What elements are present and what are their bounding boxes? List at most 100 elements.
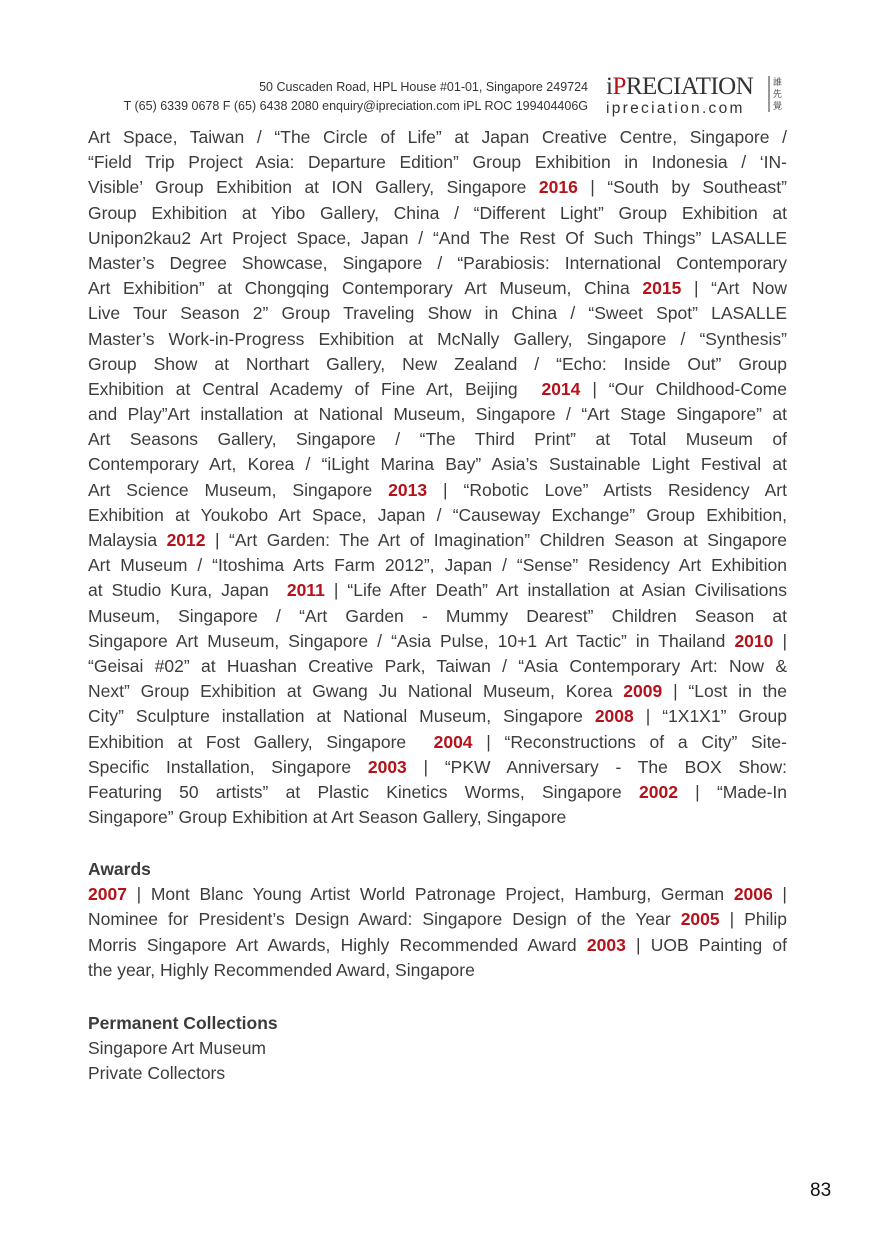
text-segment: Exhibition at Youkobo Art Space, Japan /… <box>88 504 787 525</box>
text-line: Exhibition at Central Academy of Fine Ar… <box>88 377 787 402</box>
text-line: Master’s Work-in-Progress Exhibition at … <box>88 327 787 352</box>
text-segment: Malaysia <box>88 530 167 550</box>
year-highlight: 2009 <box>623 681 663 702</box>
year-highlight: 2004 <box>433 731 473 752</box>
text-segment: Exhibition at Fost Gallery, Singapore <box>88 731 434 752</box>
text-segment: | Philip <box>719 909 787 930</box>
text-segment: | <box>773 630 787 651</box>
text-segment: Singapore Art Museum, Singapore / “Asia … <box>88 630 735 651</box>
text-segment: Art Seasons Gallery, Singapore / “The Th… <box>88 429 787 450</box>
text-segment: Featuring 50 artists” at Plastic Kinetic… <box>88 781 639 802</box>
text-line: “Geisai #02” at Huashan Creative Park, T… <box>88 654 787 679</box>
year-highlight: 2011 <box>286 580 325 601</box>
text-line: “Field Trip Project Asia: Departure Edit… <box>88 150 787 175</box>
year-highlight: 2014 <box>541 378 581 399</box>
text-segment: Next” Group Exhibition at Gwang Ju Natio… <box>88 681 624 702</box>
text-segment: Group Show at Northart Gallery, New Zeal… <box>88 353 787 374</box>
text-line: Group Exhibition at Yibo Gallery, China … <box>88 201 787 226</box>
year-highlight: 2010 <box>734 630 774 651</box>
text-segment: at Studio Kura, Japan <box>88 580 287 601</box>
exhibitions-text: Art Space, Taiwan / “The Circle of Life”… <box>88 125 787 830</box>
text-line: Contemporary Art, Korea / “iLight Marina… <box>88 452 787 477</box>
text-segment: Visible’ Group Exhibition at ION Gallery… <box>88 177 539 198</box>
year-highlight: 2008 <box>594 706 634 727</box>
year-highlight: 2005 <box>680 909 720 930</box>
text-segment: Contemporary Art, Korea / “iLight Marina… <box>88 454 787 475</box>
text-segment: and Play”Art installation at National Mu… <box>88 404 787 425</box>
text-segment: | “Life After Death” Art installation at… <box>324 580 787 601</box>
text-segment: Nominee for President’s Design Award: Si… <box>88 909 681 930</box>
text-line: the year, Highly Recommended Award, Sing… <box>88 958 787 983</box>
text-segment: Morris Singapore Art Awards, Highly Reco… <box>88 934 587 955</box>
text-segment: Specific Installation, Singapore <box>88 756 368 777</box>
text-line: Singapore Art Museum, Singapore / “Asia … <box>88 629 787 654</box>
text-segment: | “Reconstructions of a City” Site- <box>472 731 787 752</box>
text-line: Exhibition at Youkobo Art Space, Japan /… <box>88 503 787 528</box>
text-line: at Studio Kura, Japan 2011 | “Life After… <box>88 578 787 603</box>
text-segment: Singapore” Group Exhibition at Art Seaso… <box>88 807 567 828</box>
text-segment: Museum, Singapore / “Art Garden - Mummy … <box>88 605 787 626</box>
text-segment: “Field Trip Project Asia: Departure Edit… <box>88 152 787 173</box>
year-highlight: 2007 <box>88 884 127 905</box>
text-segment: Art Museum / “Itoshima Arts Farm 2012”, … <box>88 555 787 576</box>
text-segment: Master’s Degree Showcase, Singapore / “P… <box>88 252 787 273</box>
text-line: Visible’ Group Exhibition at ION Gallery… <box>88 175 787 200</box>
awards-section: Awards 2007 | Mont Blanc Young Artist Wo… <box>88 857 787 983</box>
header-address: 50 Cuscaden Road, HPL House #01-01, Sing… <box>259 80 588 94</box>
ipreciation-logo: iPRECIATION ipreciation.com 誰先覺 <box>606 74 786 118</box>
text-line: Next” Group Exhibition at Gwang Ju Natio… <box>88 679 787 704</box>
collections-heading: Permanent Collections <box>88 1013 278 1033</box>
text-line: Morris Singapore Art Awards, Highly Reco… <box>88 933 787 958</box>
text-segment: Live Tour Season 2” Group Traveling Show… <box>88 303 787 324</box>
text-segment: Unipon2kau2 Art Project Space, Japan / “… <box>88 227 787 248</box>
collections-section: Permanent Collections Singapore Art Muse… <box>88 1011 787 1087</box>
text-segment: | <box>772 884 787 905</box>
year-highlight: 2003 <box>367 756 407 777</box>
text-line: Group Show at Northart Gallery, New Zeal… <box>88 352 787 377</box>
text-segment: Group Exhibition at Yibo Gallery, China … <box>88 202 787 223</box>
text-segment: Art Exhibition” at Chongqing Contemporar… <box>88 278 643 299</box>
text-line: and Play”Art installation at National Mu… <box>88 402 787 427</box>
year-highlight: 2015 <box>642 278 682 299</box>
text-segment: Art Science Museum, Singapore <box>88 479 389 500</box>
text-line: Art Exhibition” at Chongqing Contemporar… <box>88 276 787 301</box>
text-line: Art Museum / “Itoshima Arts Farm 2012”, … <box>88 553 787 578</box>
text-line: Singapore” Group Exhibition at Art Seaso… <box>88 805 787 830</box>
text-segment: | “Art Now <box>681 278 787 299</box>
text-segment: | “Robotic Love” Artists Residency Art <box>427 479 787 500</box>
text-segment: | “South by Southeast” <box>577 177 787 198</box>
text-segment: | Mont Blanc Young Artist World Patronag… <box>126 884 734 905</box>
text-segment: | “Art Garden: The Art of Imagination” C… <box>205 530 787 550</box>
text-segment: “Geisai #02” at Huashan Creative Park, T… <box>88 655 787 676</box>
year-highlight: 2002 <box>639 781 678 802</box>
page-number: 83 <box>810 1180 832 1201</box>
text-line: City” Sculpture installation at National… <box>88 704 787 729</box>
text-line: Master’s Degree Showcase, Singapore / “P… <box>88 251 787 276</box>
text-line: Art Seasons Gallery, Singapore / “The Th… <box>88 427 787 452</box>
text-line: Art Space, Taiwan / “The Circle of Life”… <box>88 125 787 150</box>
text-line: Malaysia 2012 | “Art Garden: The Art of … <box>88 528 787 553</box>
collection-item: Singapore Art Museum <box>88 1038 267 1059</box>
text-segment: the year, Highly Recommended Award, Sing… <box>88 959 475 980</box>
collection-item: Private Collectors <box>88 1063 226 1084</box>
text-line: 2007 | Mont Blanc Young Artist World Pat… <box>88 882 787 907</box>
text-line: Exhibition at Fost Gallery, Singapore 20… <box>88 730 787 755</box>
year-highlight: 2016 <box>538 177 578 198</box>
text-line: Unipon2kau2 Art Project Space, Japan / “… <box>88 226 787 251</box>
text-segment: | “Lost in the <box>662 681 787 702</box>
text-line: Nominee for President’s Design Award: Si… <box>88 907 787 932</box>
text-segment: | “Our Childhood-Come <box>580 378 787 399</box>
text-segment: | UOB Painting of <box>625 934 787 955</box>
text-segment: | “Made-In <box>677 781 787 802</box>
text-segment: | “PKW Anniversary - The BOX Show: <box>406 756 788 777</box>
text-segment: Art Space, Taiwan / “The Circle of Life”… <box>88 127 787 147</box>
year-highlight: 2006 <box>733 884 773 905</box>
text-line: Featuring 50 artists” at Plastic Kinetic… <box>88 780 787 805</box>
header-contact: T (65) 6339 0678 F (65) 6438 2080 enquir… <box>123 99 588 113</box>
year-highlight: 2012 <box>166 530 206 550</box>
text-segment: | “1X1X1” Group <box>633 706 788 727</box>
text-line: Specific Installation, Singapore 2003 | … <box>88 755 787 780</box>
text-line: Live Tour Season 2” Group Traveling Show… <box>88 301 787 326</box>
awards-heading: Awards <box>88 859 151 879</box>
text-segment: Master’s Work-in-Progress Exhibition at … <box>88 328 787 349</box>
